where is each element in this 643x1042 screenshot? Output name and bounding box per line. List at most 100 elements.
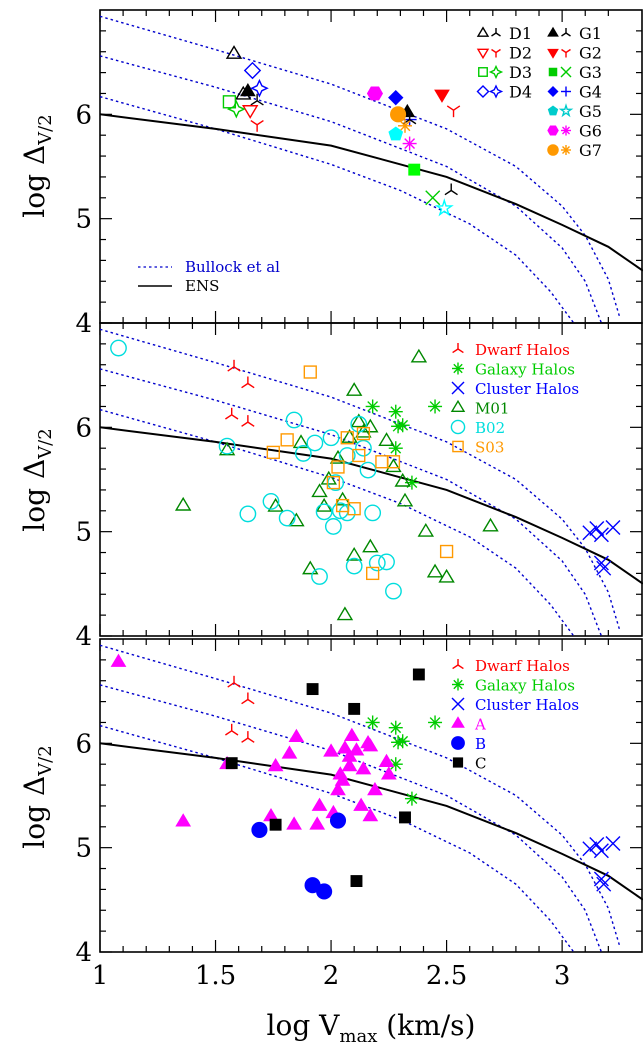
data-point	[385, 458, 402, 473]
data-point	[324, 518, 342, 535]
data-point	[340, 431, 354, 445]
y-tick-label: 4	[75, 622, 92, 652]
x-axis-label: log Vmax (km/s)	[267, 1009, 476, 1042]
legend-marker	[547, 86, 559, 97]
data-point	[398, 118, 413, 133]
data-point	[303, 365, 317, 379]
legend-marker	[452, 440, 464, 453]
data-point	[281, 745, 298, 759]
data-point	[239, 505, 257, 523]
data-points	[110, 653, 621, 900]
data-point	[294, 445, 312, 462]
legend-label: D2	[509, 44, 532, 63]
data-point	[175, 813, 192, 827]
x-tick-label: 1.5	[195, 961, 236, 991]
data-point	[225, 757, 238, 770]
data-point	[262, 493, 280, 510]
x-tick-label: 3	[554, 961, 571, 991]
data-point	[311, 568, 328, 585]
legend-marker	[561, 125, 571, 136]
legend-label: A	[474, 716, 486, 734]
data-point	[306, 434, 324, 452]
data-point	[241, 105, 259, 119]
data-point	[243, 61, 262, 80]
data-point	[336, 606, 354, 621]
y-axis-labels: log ΔV/2 log ΔV/2 log ΔV/2	[18, 114, 56, 848]
data-point	[444, 183, 458, 196]
legend-label: G7	[579, 141, 602, 160]
data-point	[378, 432, 395, 447]
data-point	[331, 460, 345, 474]
data-point	[366, 86, 383, 101]
data-point	[338, 447, 356, 464]
x-tick-label: 2.5	[426, 961, 467, 991]
data-point	[596, 876, 612, 892]
data-point	[309, 816, 326, 830]
data-point	[356, 426, 371, 441]
data-point	[359, 461, 377, 479]
y-tick-label: 5	[75, 834, 92, 864]
data-point	[323, 743, 339, 757]
legend-marker	[451, 697, 465, 711]
legend-marker	[547, 26, 559, 37]
data-point	[286, 816, 302, 830]
data-point	[306, 683, 319, 696]
data-point	[218, 441, 236, 456]
data-point	[266, 445, 280, 460]
legend-label: B	[475, 735, 486, 753]
data-point	[482, 517, 499, 532]
data-point	[174, 496, 192, 511]
legend-marker	[561, 28, 571, 37]
legend-marker	[452, 678, 464, 691]
legend-label: Cluster Halos	[475, 696, 579, 714]
data-point	[278, 509, 296, 527]
legend-label: G3	[579, 63, 602, 82]
data-point	[417, 522, 435, 537]
legend-marker	[476, 26, 490, 37]
data-point	[280, 433, 294, 447]
data-point	[388, 126, 404, 141]
data-point	[267, 497, 284, 512]
data-point	[338, 504, 356, 522]
plot-frame	[99, 638, 643, 953]
legend-label: M01	[475, 400, 509, 418]
bullock-curve	[100, 644, 621, 948]
data-point	[365, 399, 380, 414]
data-point	[364, 504, 382, 522]
legend-marker	[561, 86, 571, 97]
data-point	[241, 731, 255, 743]
data-point	[337, 740, 353, 754]
data-point	[428, 399, 443, 414]
legend-marker	[450, 419, 466, 435]
data-point	[362, 808, 379, 822]
legend-label: Galaxy Halos	[475, 677, 575, 695]
data-point	[402, 136, 417, 151]
data-point	[110, 653, 127, 667]
data-point	[408, 163, 421, 176]
data-point	[288, 728, 305, 742]
legend-marker	[548, 67, 558, 77]
data-point	[365, 715, 380, 730]
legend-marker	[451, 736, 465, 750]
legend-label: D3	[509, 63, 532, 82]
data-point	[241, 376, 255, 389]
data-point	[593, 527, 609, 543]
data-point	[434, 198, 454, 217]
data-point	[285, 411, 303, 429]
data-point	[385, 582, 402, 600]
data-point	[593, 843, 609, 859]
legend-marker	[561, 145, 571, 155]
y-tick-label: 4	[75, 309, 92, 339]
data-point	[225, 45, 243, 59]
bullock-curve	[100, 55, 603, 323]
data-point	[375, 455, 389, 469]
data-point	[345, 546, 363, 561]
y-axis-label-top: log ΔV/2	[18, 114, 56, 217]
legend-marker	[547, 125, 559, 136]
data-point	[378, 553, 395, 571]
